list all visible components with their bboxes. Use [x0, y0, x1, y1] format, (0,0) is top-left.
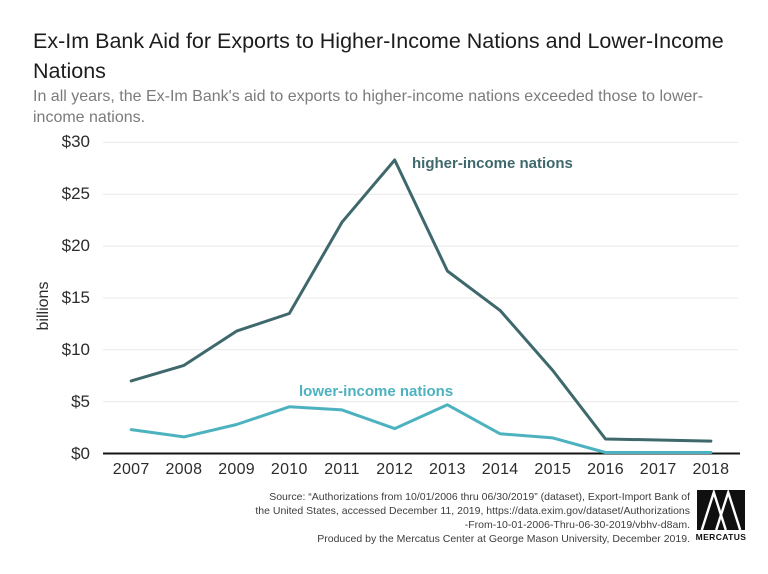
y-tick-label: $0: [71, 443, 90, 463]
chart-title: Ex-Im Bank Aid for Exports to Higher-Inc…: [33, 29, 724, 83]
x-tick-label: 2013: [428, 461, 466, 478]
mercatus-logo-text: MERCATUS: [695, 532, 747, 542]
x-tick-label: 2010: [270, 461, 308, 478]
source-note: Source: “Authorizations from 10/01/2006 …: [70, 490, 690, 546]
y-tick-label: $20: [61, 236, 90, 256]
series-line-1: [129, 403, 713, 454]
x-tick-label: 2009: [218, 461, 255, 478]
source-line: Source: “Authorizations from 10/01/2006 …: [269, 491, 690, 503]
chart-subtitle: In all years, the Ex-Im Bank's aid to ex…: [33, 88, 704, 126]
x-tick-label: 2016: [587, 461, 624, 478]
source-line: the United States, accessed December 11,…: [255, 505, 690, 517]
series-label-higher-income: higher-income nations: [412, 155, 573, 172]
y-tick-label: $5: [71, 391, 90, 411]
y-axis-title: billions: [35, 281, 52, 331]
y-tick-label: $30: [61, 132, 90, 152]
y-tick-label: $15: [61, 287, 90, 307]
x-tick-label: 2018: [692, 461, 730, 478]
x-tick-label: 2008: [165, 461, 203, 478]
series-label-lower-income: lower-income nations: [299, 383, 454, 400]
mercatus-logo-icon: [697, 490, 745, 530]
x-tick-label: 2011: [324, 461, 360, 478]
y-tick-label: $10: [61, 339, 90, 359]
x-tick-label: 2015: [534, 461, 572, 478]
x-tick-label: 2017: [639, 461, 677, 478]
x-tick-label: 2012: [376, 461, 414, 478]
x-tick-label: 2014: [481, 461, 519, 478]
series-line-0: [129, 158, 713, 443]
x-tick-label: 2007: [112, 461, 150, 478]
mercatus-logo: MERCATUS: [695, 490, 747, 542]
source-line: Produced by the Mercatus Center at Georg…: [317, 533, 690, 545]
y-tick-label: $25: [61, 184, 90, 204]
source-line: -From-10-01-2006-Thru-06-30-2019/vbhv-d8…: [464, 519, 690, 531]
